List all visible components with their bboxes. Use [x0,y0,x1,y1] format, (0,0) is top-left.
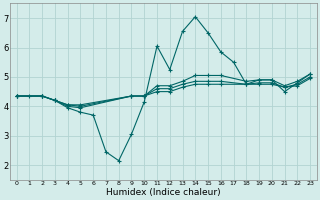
X-axis label: Humidex (Indice chaleur): Humidex (Indice chaleur) [106,188,221,197]
